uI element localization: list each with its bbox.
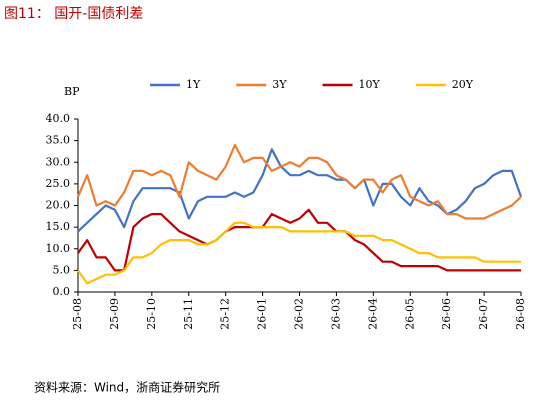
legend-label: 1Y (186, 78, 201, 91)
y-tick-label: 40.0 (46, 112, 71, 125)
series-line (76, 143, 522, 220)
y-tick-label: 10.0 (46, 242, 71, 255)
y-tick-label: 5.0 (53, 263, 71, 276)
y-tick-label: 0.0 (53, 285, 71, 298)
x-tick-label: 25-11 (182, 298, 195, 330)
x-tick-label: 25-12 (219, 298, 232, 330)
y-tick-label: 15.0 (46, 220, 71, 233)
y-tick-label: 25.0 (46, 177, 71, 190)
x-tick-label: 25-10 (145, 298, 158, 330)
y-tick-label: 35.0 (46, 134, 71, 147)
x-tick-label: 25-09 (108, 298, 121, 330)
x-tick-label: 26-03 (329, 298, 342, 330)
chart-title: 图11： 国开-国债利差 (4, 6, 143, 22)
legend-label: 10Y (359, 78, 381, 91)
x-tick-label: 26-06 (440, 298, 453, 330)
series-line (77, 208, 521, 272)
series-line (77, 221, 521, 285)
y-tick-label: 20.0 (46, 199, 71, 212)
x-tick-label: 26-02 (293, 298, 306, 330)
x-tick-label: 26-05 (403, 298, 416, 330)
legend-label: 20Y (452, 78, 474, 91)
x-tick-label: 25-08 (71, 298, 84, 330)
legend-label: 3Y (272, 78, 287, 91)
x-tick-label: 26-07 (477, 298, 490, 330)
x-tick-label: 26-04 (366, 298, 379, 330)
y-tick-label: 30.0 (46, 155, 71, 168)
x-tick-label: 26-08 (514, 298, 527, 330)
source-note: 资料来源：Wind，浙商证券研究所 (34, 380, 220, 395)
x-tick-label: 26-01 (256, 298, 269, 330)
y-axis-label: BP (64, 85, 80, 98)
